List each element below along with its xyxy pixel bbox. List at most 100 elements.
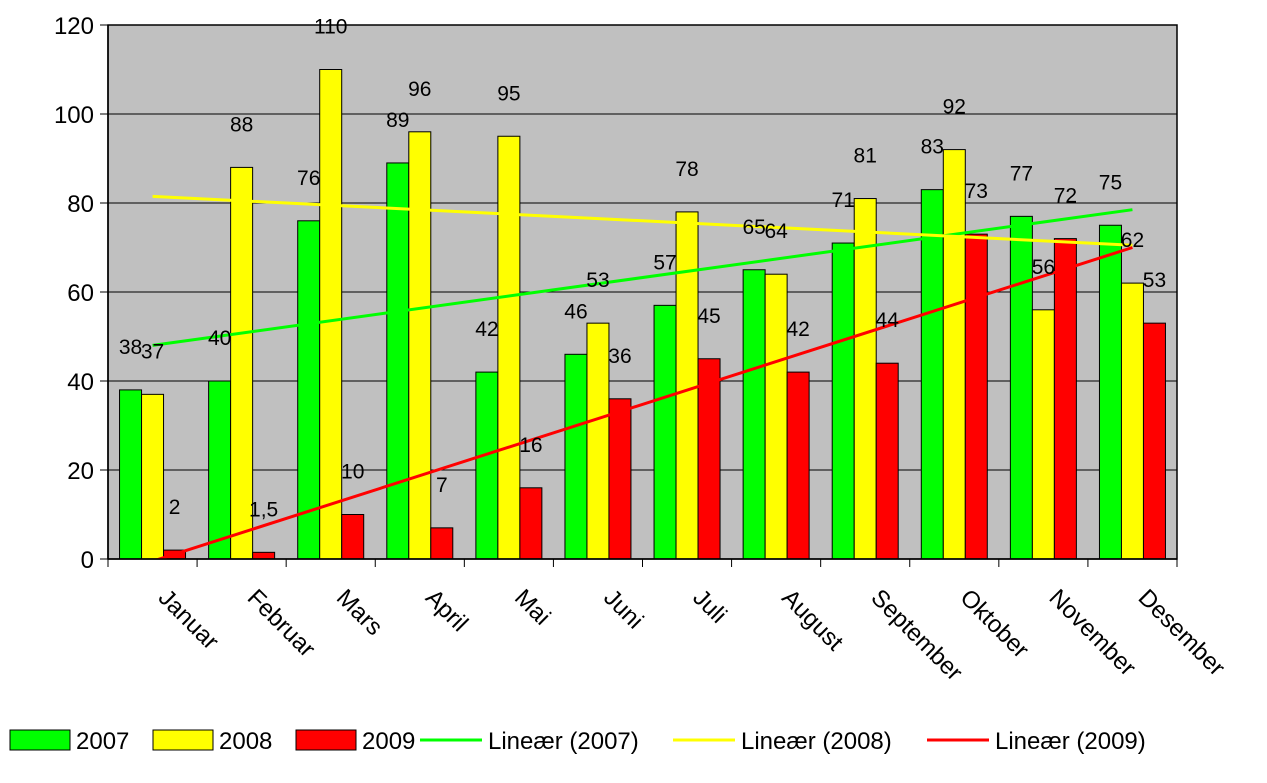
y-tick-label: 0 bbox=[81, 547, 94, 574]
data-label: 110 bbox=[314, 16, 347, 39]
data-label: 53 bbox=[1143, 269, 1166, 292]
data-label: 76 bbox=[297, 167, 320, 190]
x-category-label: Oktober bbox=[955, 584, 1034, 663]
data-label: 42 bbox=[475, 318, 498, 341]
data-label: 72 bbox=[1054, 185, 1077, 208]
data-label: 44 bbox=[876, 309, 900, 332]
bar-2007-Juni bbox=[564, 353, 588, 560]
x-category-label: Mai bbox=[509, 584, 555, 630]
bar-2008-Juli bbox=[675, 211, 699, 560]
bar-2007-Februar bbox=[208, 380, 232, 560]
data-label: 56 bbox=[1032, 256, 1055, 279]
x-category-label: April bbox=[420, 584, 473, 637]
bar-2009-August bbox=[786, 371, 810, 560]
data-label: 89 bbox=[386, 109, 409, 132]
data-label: 42 bbox=[786, 318, 809, 341]
bar-2008-Oktober bbox=[942, 149, 966, 560]
legend-label: Lineær (2009) bbox=[995, 728, 1146, 755]
trendline-Lineær (2009) bbox=[154, 246, 1133, 559]
data-label: 83 bbox=[921, 136, 944, 159]
legend-label: 2007 bbox=[76, 728, 129, 755]
bar-2007-Desember bbox=[1098, 224, 1122, 560]
data-label: 62 bbox=[1121, 229, 1144, 252]
legend-label: 2009 bbox=[362, 728, 415, 755]
data-label: 1,5 bbox=[249, 498, 278, 521]
trendline-Lineær (2008) bbox=[152, 194, 1133, 247]
bar-2007-Januar bbox=[119, 389, 143, 560]
bar-2008-April bbox=[408, 131, 432, 560]
legend-label: Lineær (2008) bbox=[741, 728, 892, 755]
data-label: 88 bbox=[230, 113, 253, 136]
x-category-label: Desember bbox=[1133, 584, 1230, 681]
bar-2008-Januar bbox=[141, 393, 165, 560]
y-tick-label: 40 bbox=[67, 369, 94, 396]
bar-2009-November bbox=[1053, 238, 1077, 560]
x-category-label: August bbox=[776, 584, 848, 656]
legend-swatch-2008 bbox=[152, 729, 214, 751]
data-label: 10 bbox=[341, 461, 364, 484]
x-category-label: Februar bbox=[242, 584, 321, 663]
y-tick-label: 80 bbox=[67, 191, 94, 218]
data-label: 53 bbox=[586, 269, 609, 292]
bar-2008-September bbox=[853, 198, 877, 560]
data-label: 75 bbox=[1099, 171, 1122, 194]
data-label: 96 bbox=[408, 78, 431, 101]
bar-2008-November bbox=[1031, 309, 1055, 560]
data-label: 77 bbox=[1010, 162, 1033, 185]
bar-2009-Oktober bbox=[964, 233, 988, 560]
data-label: 2 bbox=[169, 496, 181, 519]
x-category-label: Mars bbox=[331, 584, 388, 641]
bar-2009-Mai bbox=[519, 487, 543, 560]
data-label: 40 bbox=[208, 327, 231, 350]
bar-2007-September bbox=[831, 242, 855, 560]
bar-2009-September bbox=[875, 362, 899, 560]
data-label: 36 bbox=[608, 345, 631, 368]
data-label: 37 bbox=[141, 340, 164, 363]
data-label: 57 bbox=[653, 251, 676, 274]
bar-2007-Oktober bbox=[920, 189, 944, 560]
bar-2009-Desember bbox=[1142, 322, 1166, 560]
bar-2007-Juli bbox=[653, 304, 677, 560]
data-label: 38 bbox=[119, 336, 142, 359]
y-tick-label: 20 bbox=[67, 458, 94, 485]
data-label: 81 bbox=[854, 145, 877, 168]
legend-swatch-2009 bbox=[295, 729, 357, 751]
y-tick-label: 60 bbox=[67, 280, 94, 307]
bar-2008-Mai bbox=[497, 135, 521, 560]
bar-2009-Mars bbox=[341, 514, 365, 560]
bar-2007-November bbox=[1009, 215, 1033, 560]
y-tick-label: 100 bbox=[54, 102, 94, 129]
bar-2008-Juni bbox=[586, 322, 610, 560]
bar-2009-Juni bbox=[608, 398, 632, 560]
x-category-label: September bbox=[866, 584, 968, 686]
data-label: 7 bbox=[436, 474, 448, 497]
bar-2008-Mars bbox=[319, 69, 343, 560]
legend-label: Lineær (2007) bbox=[488, 728, 639, 755]
data-label: 73 bbox=[965, 180, 988, 203]
data-label: 16 bbox=[519, 434, 542, 457]
bar-2009-April bbox=[430, 527, 454, 560]
bar-2008-August bbox=[764, 273, 788, 560]
data-label: 46 bbox=[564, 300, 587, 323]
bar-2007-August bbox=[742, 269, 766, 560]
legend-swatch-2007 bbox=[9, 729, 71, 751]
data-label: 65 bbox=[742, 216, 765, 239]
bar-2009-Februar bbox=[252, 551, 276, 560]
legend-label: 2008 bbox=[219, 728, 272, 755]
data-label: 64 bbox=[764, 220, 788, 243]
x-category-label: Januar bbox=[153, 584, 224, 655]
bar-2007-Mai bbox=[475, 371, 499, 560]
data-label: 95 bbox=[497, 82, 520, 105]
x-category-label: November bbox=[1044, 584, 1141, 681]
bar-2008-Desember bbox=[1120, 282, 1144, 560]
y-tick-label: 120 bbox=[54, 13, 94, 40]
x-category-label: Juni bbox=[598, 584, 648, 634]
data-label: 45 bbox=[697, 305, 720, 328]
trendline-Lineær (2007) bbox=[152, 208, 1133, 347]
data-label: 78 bbox=[675, 158, 698, 181]
x-category-label: Juli bbox=[687, 584, 732, 629]
bar-2009-Juli bbox=[697, 358, 721, 560]
data-label: 71 bbox=[832, 189, 855, 212]
bar-2007-April bbox=[386, 162, 410, 560]
